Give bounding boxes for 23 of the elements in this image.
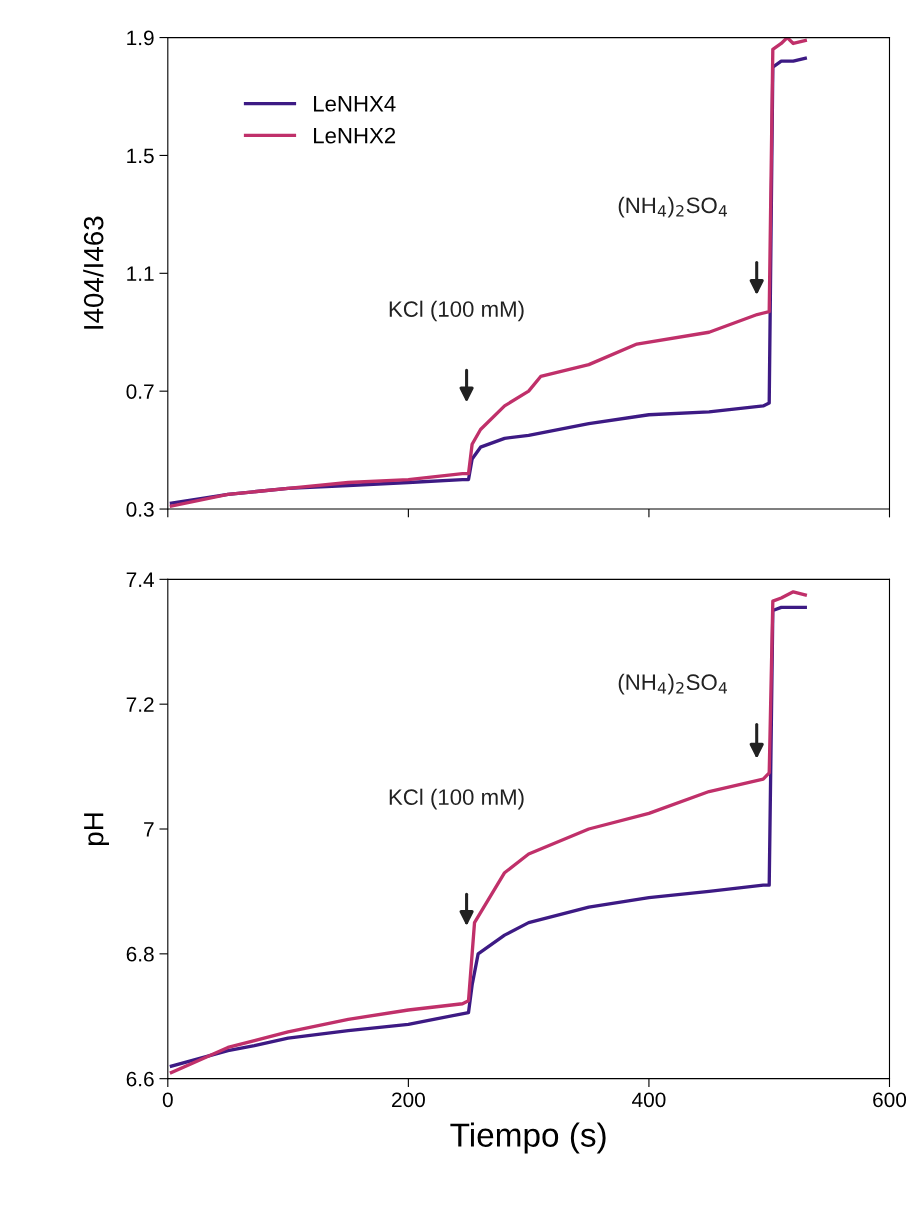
y-tick-label: 7.4 [126, 572, 155, 587]
y-tick-label: 1.5 [127, 148, 154, 164]
x-tick-label: 200 [392, 1092, 425, 1108]
x-axis-title: Tiempo (s) [450, 1122, 606, 1154]
legend-label: LeNHX4 [314, 96, 396, 112]
x-tick-label: 400 [632, 1092, 666, 1108]
y-tick-label: 7.2 [126, 697, 154, 712]
x-tick-label: 600 [873, 1092, 907, 1108]
annotation: (NH$_{4}$)$_{2}$SO$_{4}$ [618, 673, 727, 695]
y-axis-title: pH [84, 813, 109, 845]
y-tick-label: 6.8 [126, 946, 154, 962]
annotation: KCl (100 mM) [389, 788, 524, 810]
y-tick-label: 1.9 [127, 30, 154, 46]
y-tick-label: 7 [144, 822, 154, 837]
x-tick-label: 0 [162, 1092, 173, 1108]
y-tick-label: 0.7 [126, 384, 154, 399]
annotation: (NH$_{4}$)$_{2}$SO$_{4}$ [618, 196, 727, 218]
y-axis-title: I404/I463 [83, 216, 104, 329]
y-tick-label: 1.1 [127, 266, 154, 281]
y-tick-label: 0.3 [126, 502, 154, 517]
y-tick-label: 6.6 [126, 1071, 154, 1087]
legend-label: LeNHX2 [314, 127, 396, 144]
annotation: KCl (100 mM) [389, 300, 524, 322]
